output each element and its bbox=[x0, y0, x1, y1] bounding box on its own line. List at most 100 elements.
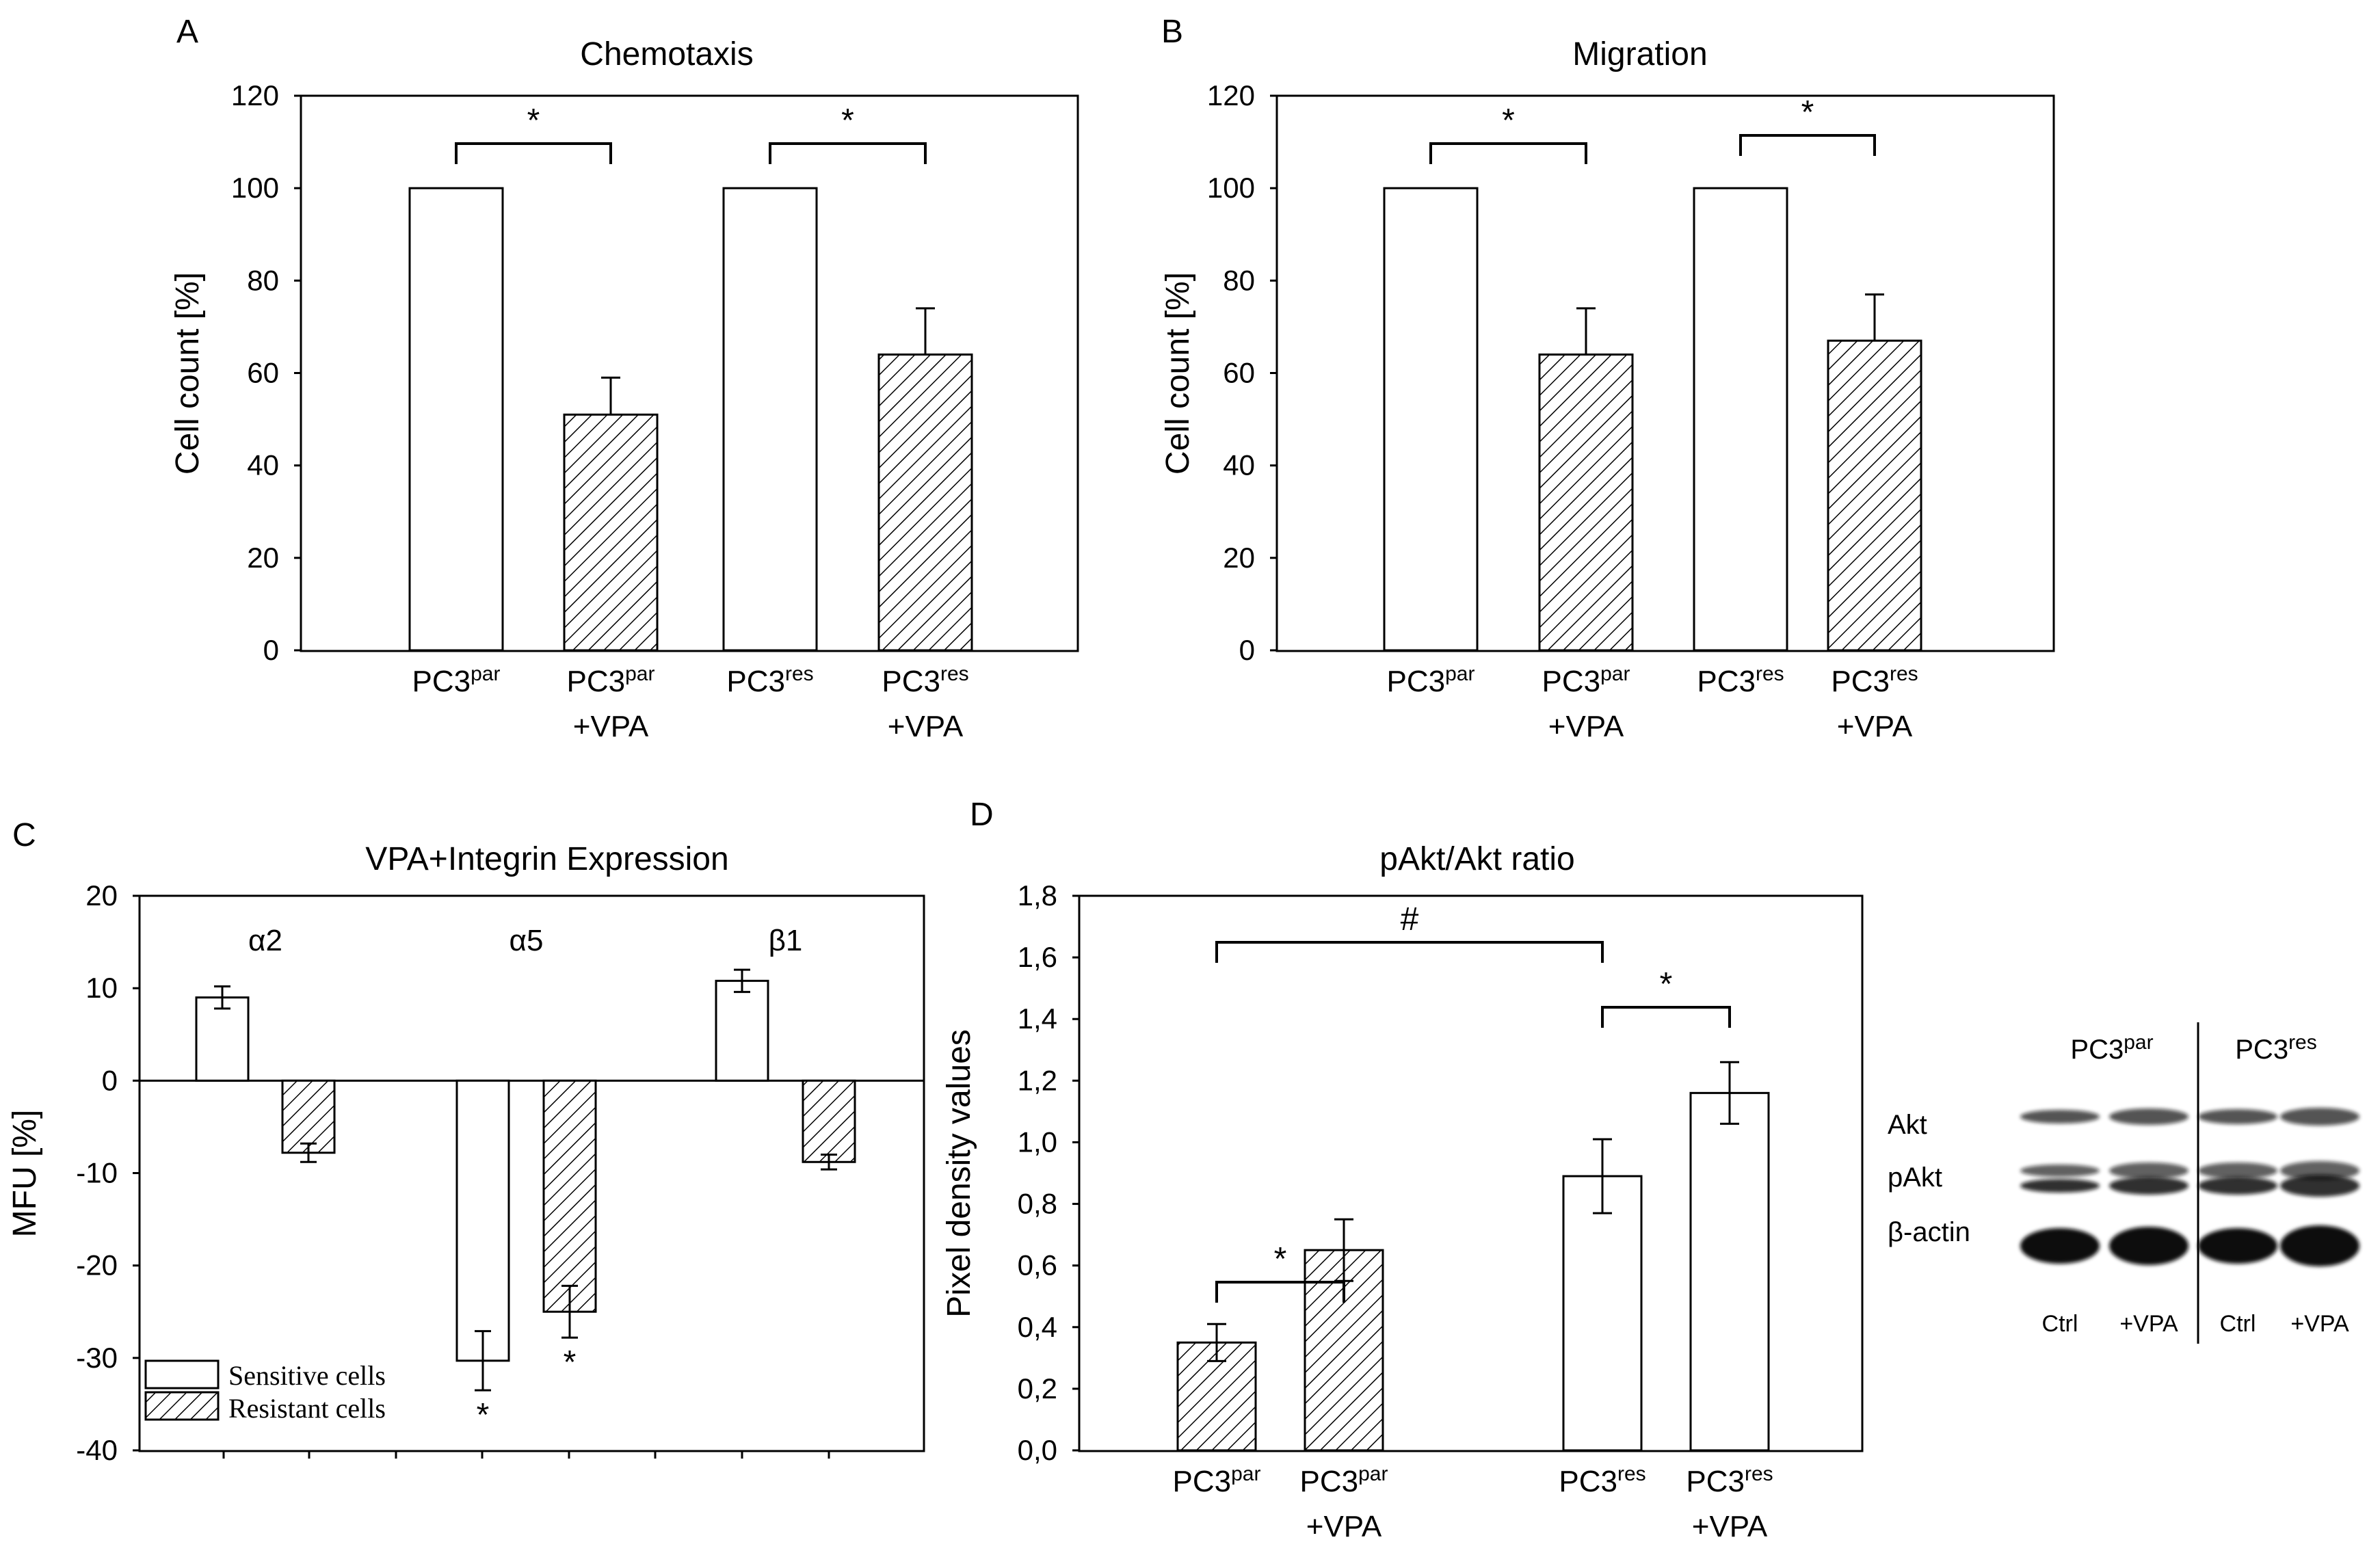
x-tick-label-sup: res bbox=[1756, 663, 1784, 685]
significance-label: # bbox=[1401, 901, 1419, 938]
x-tick-label-sup: par bbox=[1358, 1463, 1388, 1485]
x-tick-label: PC3par bbox=[567, 663, 655, 698]
x-tick-label-base: PC3 bbox=[1686, 1465, 1745, 1498]
y-tick-label: 0,8 bbox=[1018, 1188, 1057, 1220]
y-tick-label: 0 bbox=[102, 1064, 118, 1096]
x-tick-label-base: PC3 bbox=[567, 665, 626, 698]
blot-group-res-base: PC3 bbox=[2235, 1035, 2288, 1065]
significance-bracket bbox=[1215, 941, 1604, 963]
blot-band bbox=[2109, 1227, 2189, 1265]
y-tick-label: -40 bbox=[76, 1434, 118, 1466]
x-tick-label-base: PC3 bbox=[412, 665, 471, 698]
y-tick-label: -20 bbox=[76, 1249, 118, 1281]
group-label: β1 bbox=[769, 924, 803, 957]
blot-band bbox=[2280, 1175, 2359, 1197]
significance-bracket bbox=[1739, 134, 1876, 156]
blot-row-akt: Akt bbox=[1888, 1110, 1927, 1140]
significance-label: * bbox=[477, 1397, 490, 1433]
y-tick-label: 1,0 bbox=[1018, 1126, 1057, 1158]
bar bbox=[715, 979, 769, 1082]
bar bbox=[1538, 353, 1634, 652]
blot-row-pakt: pAkt bbox=[1888, 1162, 1942, 1193]
y-tick-label: 1,4 bbox=[1018, 1002, 1057, 1035]
panel-a-title: Chemotaxis bbox=[580, 36, 753, 72]
x-tick-label-sup: par bbox=[1445, 663, 1475, 685]
x-tick-label-sup: par bbox=[1231, 1463, 1260, 1485]
blot-row-beta-actin: β-actin bbox=[1888, 1217, 1970, 1247]
significance-bracket bbox=[455, 142, 612, 164]
x-tick-label-base: PC3 bbox=[1173, 1465, 1232, 1498]
panel-b-significance: * * bbox=[1429, 94, 1876, 164]
y-tick-label: 1,8 bbox=[1018, 879, 1057, 912]
panel-b-title: Migration bbox=[1572, 36, 1707, 72]
x-tick-label-line2: +VPA bbox=[1548, 710, 1624, 743]
x-tick-label-line2: +VPA bbox=[573, 710, 649, 743]
panel-d-bars bbox=[1176, 1061, 1770, 1452]
legend-swatch-sensitive bbox=[144, 1359, 220, 1390]
y-tick-label: 40 bbox=[247, 449, 279, 481]
y-tick-label: 40 bbox=[1223, 449, 1255, 481]
panel-c-y-axis-label: MFU [%] bbox=[7, 1110, 43, 1238]
blot-band bbox=[2109, 1162, 2189, 1179]
significance-label: * bbox=[1274, 1241, 1287, 1277]
blot-band bbox=[2198, 1109, 2277, 1124]
x-tick-label: PC3res bbox=[882, 663, 968, 698]
x-tick-label-sup: par bbox=[625, 663, 654, 685]
significance-bracket bbox=[1215, 1281, 1345, 1303]
blot-band bbox=[2280, 1161, 2359, 1180]
y-tick-label: 100 bbox=[231, 172, 279, 204]
x-tick-label-sup: res bbox=[1617, 1463, 1646, 1485]
x-tick-label-line2: +VPA bbox=[1837, 710, 1913, 743]
group-label: α2 bbox=[248, 924, 282, 957]
panel-c-y-ticks: -40 -30 -20 -10 0 10 20 bbox=[76, 879, 140, 1466]
panel-d-y-ticks: 0,0 0,2 0,4 0,6 0,8 1,0 1,2 1,4 1,6 1,8 bbox=[1018, 879, 1079, 1466]
x-tick-label-line2: +VPA bbox=[1692, 1510, 1768, 1542]
x-tick-label-sup: res bbox=[1745, 1463, 1773, 1485]
western-blot: PC3par PC3res Akt pAkt β-actin Ctrl +VPA… bbox=[1888, 1022, 2359, 1344]
significance-label: * bbox=[1502, 103, 1515, 139]
panel-c-title: VPA+Integrin Expression bbox=[365, 841, 728, 877]
significance-label: * bbox=[527, 103, 540, 139]
panel-a-y-axis-label: Cell count [%] bbox=[170, 272, 206, 475]
blot-lane-4: +VPA bbox=[2290, 1311, 2349, 1337]
blot-band bbox=[2198, 1228, 2277, 1264]
blot-lane-3: Ctrl bbox=[2220, 1311, 2256, 1337]
x-tick-label: PC3res bbox=[1831, 663, 1918, 698]
blot-lane-2: +VPA bbox=[2119, 1311, 2178, 1337]
bar bbox=[195, 996, 250, 1082]
x-tick-label-sup: res bbox=[940, 663, 969, 685]
panel-c-x-ticks: α2 α5 β1 bbox=[222, 924, 830, 1459]
significance-bracket bbox=[1429, 142, 1587, 164]
significance-label: * bbox=[564, 1344, 577, 1381]
panel-a-bars bbox=[408, 187, 973, 652]
blot-band bbox=[2198, 1162, 2277, 1179]
y-tick-label: 80 bbox=[1223, 264, 1255, 296]
significance-label: * bbox=[841, 103, 854, 139]
panel-d-letter: D bbox=[970, 797, 994, 833]
legend-swatch-resistant bbox=[144, 1391, 220, 1421]
y-tick-label: -10 bbox=[76, 1157, 118, 1189]
bar bbox=[1827, 339, 1922, 652]
x-tick-label-base: PC3 bbox=[726, 665, 785, 698]
y-tick-label: 0,4 bbox=[1018, 1311, 1057, 1343]
y-tick-label: 0 bbox=[1239, 634, 1255, 666]
panel-d: D pAkt/Akt ratio 0,0 0,2 0,4 0,6 0,8 1,0 1,2 1,… bbox=[941, 797, 1864, 1542]
panel-c-letter: C bbox=[12, 817, 36, 853]
panel-b-y-ticks: 0 20 40 60 80 100 120 bbox=[1207, 79, 1277, 666]
blot-group-res-sup: res bbox=[2288, 1031, 2317, 1054]
x-tick-label-base: PC3 bbox=[1300, 1465, 1359, 1498]
blot-band bbox=[2020, 1110, 2100, 1124]
blot-bands bbox=[2020, 1108, 2359, 1266]
x-tick-label: PC3par bbox=[412, 663, 501, 698]
y-tick-label: 120 bbox=[1207, 79, 1255, 111]
x-tick-label: PC3res bbox=[1686, 1463, 1773, 1498]
panel-c: C VPA+Integrin Expression -40 -30 -20 -10 0 1… bbox=[7, 817, 925, 1466]
group-label: α5 bbox=[510, 924, 544, 957]
y-tick-label: -30 bbox=[76, 1342, 118, 1374]
blot-band bbox=[2109, 1177, 2189, 1195]
x-tick-label-base: PC3 bbox=[882, 665, 940, 698]
